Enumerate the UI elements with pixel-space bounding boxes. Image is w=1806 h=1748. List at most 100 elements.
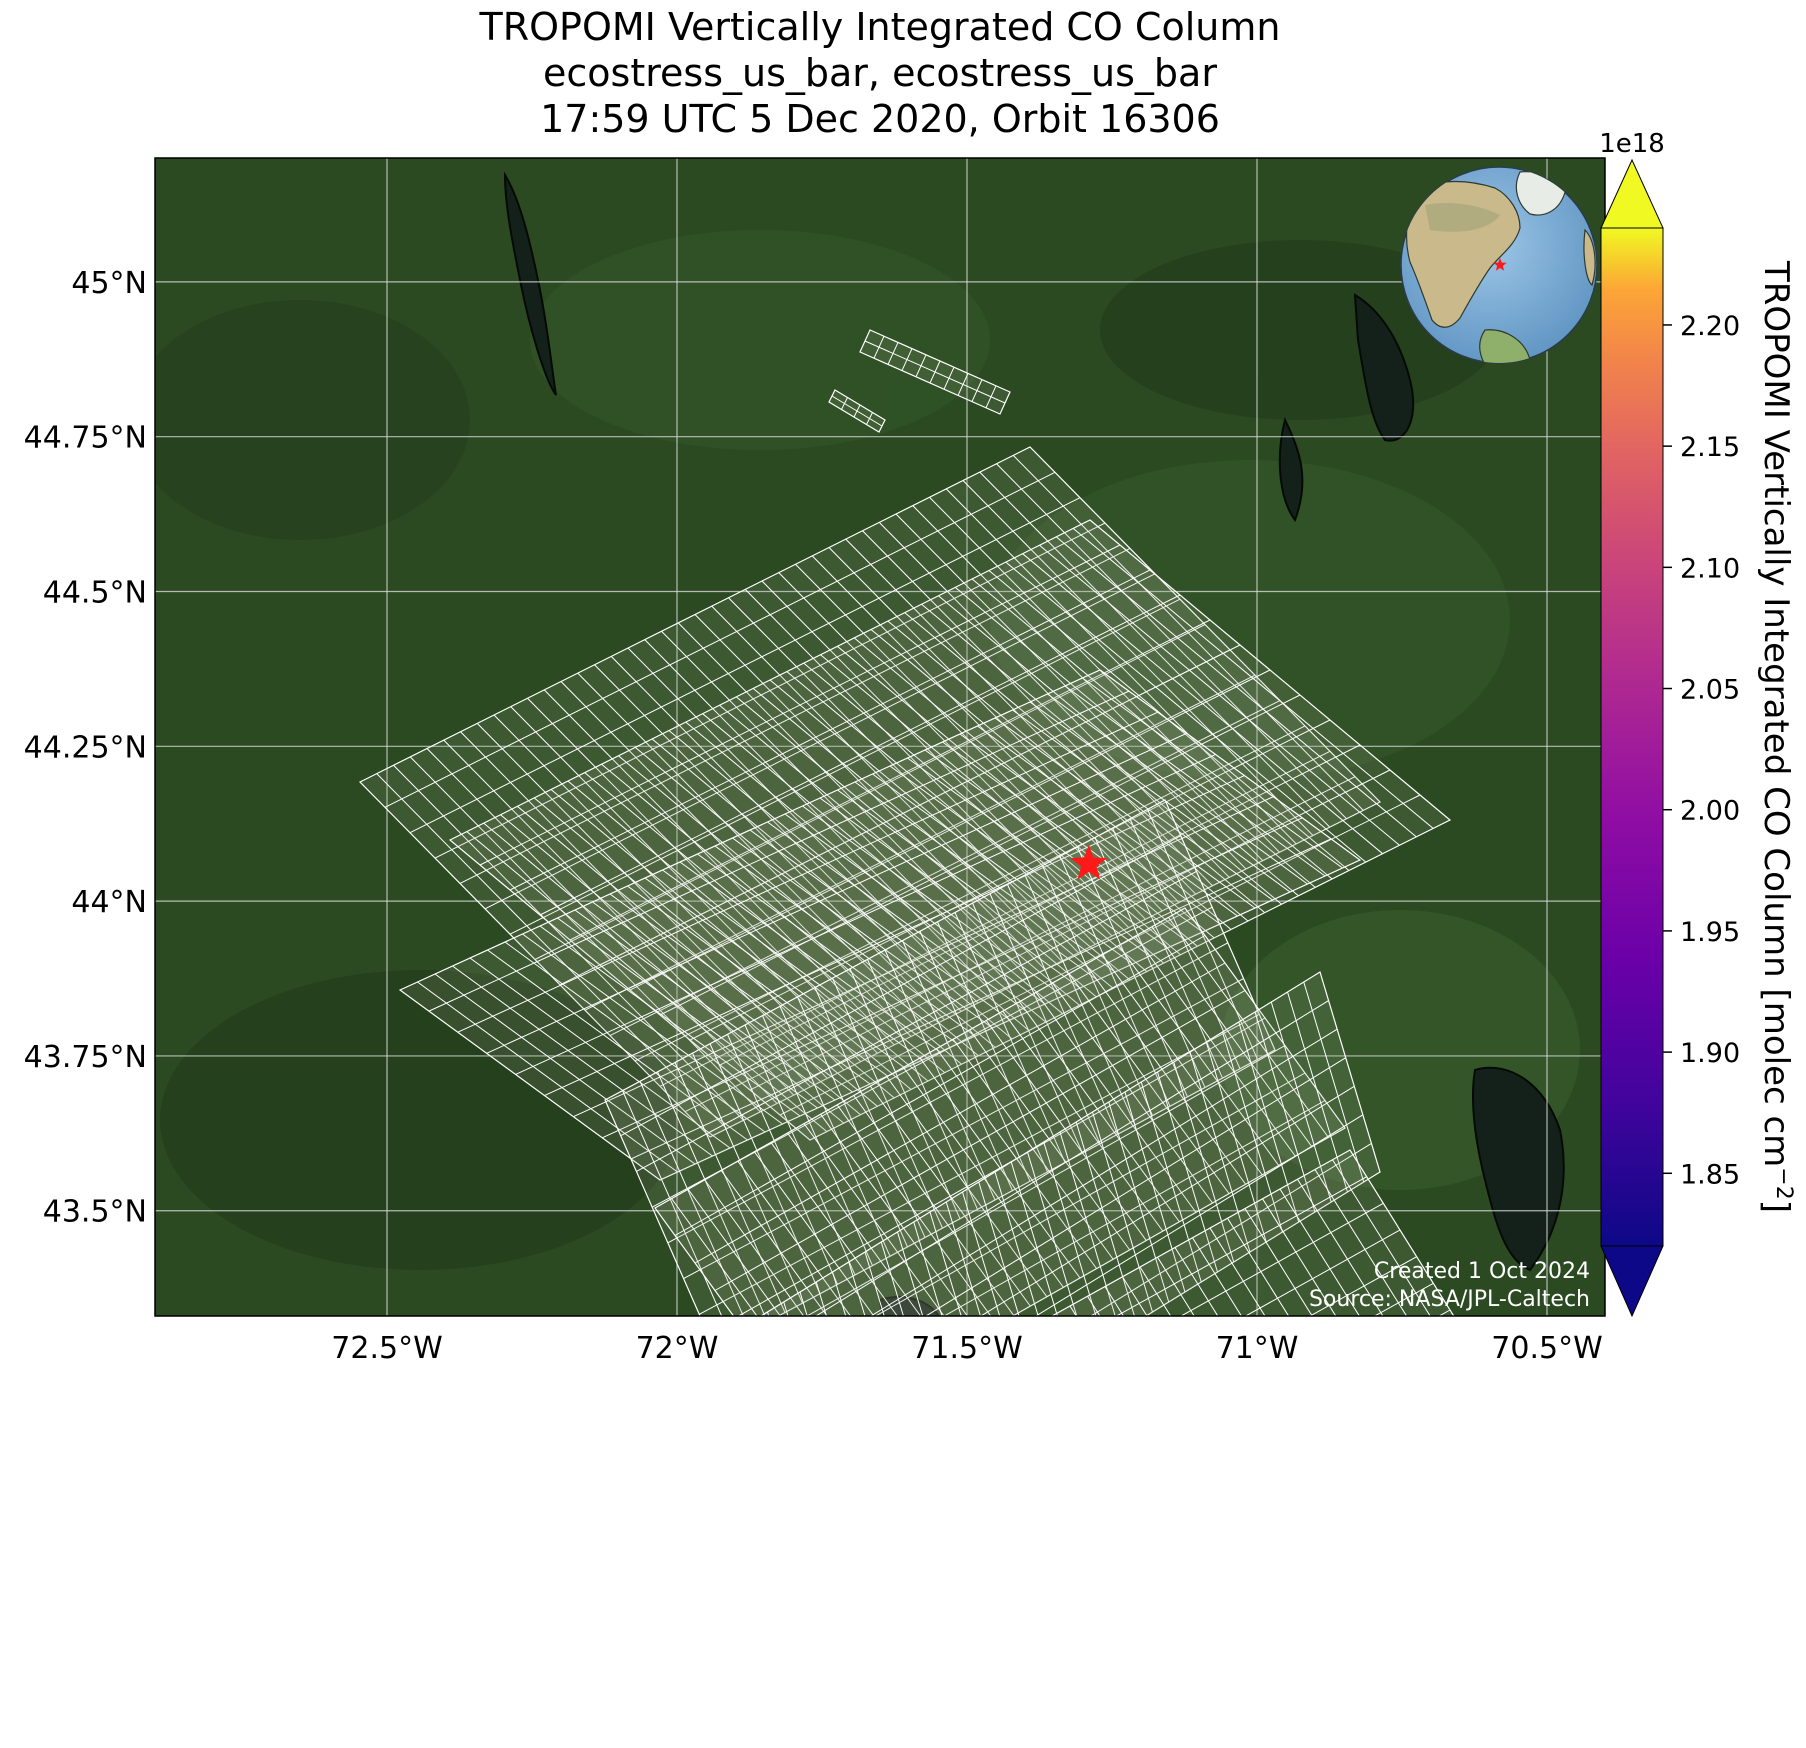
footprint-edge [880, 1241, 904, 1316]
footprint-edge [1052, 1315, 1054, 1316]
footprint-edge [1059, 1131, 1116, 1316]
footprint-edge [1059, 856, 1171, 1107]
footprint-edge [479, 544, 1121, 866]
colorbar-tick-label: 2.20 [1680, 311, 1740, 342]
footprint-edge [872, 773, 1133, 965]
footprint-edge [878, 1413, 1028, 1653]
lat-tick-label: 44.5°N [43, 575, 147, 610]
footprint-edge [459, 547, 1131, 884]
footprint-edge [1104, 1286, 1125, 1316]
footprint-edge [735, 1332, 795, 1532]
footprint-edge [703, 1352, 763, 1552]
target-site-star-icon [1070, 844, 1108, 880]
footprint-edge [1270, 1001, 1332, 1203]
footprint-edge [709, 1043, 821, 1294]
footprint-edge [989, 893, 1101, 1144]
footprint-edge [942, 741, 1203, 933]
south-america-landmass [1479, 329, 1531, 363]
footprint-edge [384, 471, 1056, 808]
footprint-edge [806, 1045, 1286, 1316]
footprint-outline [654, 907, 1346, 1316]
footprint-edge [1010, 1161, 1058, 1316]
footprint-edge [685, 1521, 835, 1748]
footprint-edge [902, 940, 1013, 1191]
footprint-edge [797, 996, 908, 1248]
footprint-edge [1140, 1081, 1202, 1283]
footprint-edge [1035, 1326, 1185, 1566]
footprint-edge [977, 725, 1238, 917]
footprint-edge [994, 717, 1256, 909]
footprint-edge [874, 1072, 1306, 1316]
footprint-edge [457, 711, 1158, 1033]
footprint-edge [889, 765, 1151, 957]
footprint-edge [864, 1251, 885, 1316]
footprint-edge [1043, 1141, 1097, 1316]
lake-rangeley [1278, 417, 1304, 523]
footprint-edge [417, 981, 678, 1173]
footprint-edge [815, 1000, 1329, 1316]
footprint-edge [627, 885, 888, 1077]
footprint-edge [1029, 701, 1291, 893]
footprint-edge [1090, 1143, 1372, 1316]
footprint-edge [452, 965, 713, 1157]
footprint-edge [930, 1384, 1080, 1624]
footprint-edge [657, 1071, 766, 1316]
footprint-edge [620, 835, 1181, 1137]
footprint-edge [592, 901, 853, 1093]
footprint-edge [779, 794, 1421, 1116]
footprint-edge [1147, 809, 1258, 1060]
footprint-edge [767, 1311, 770, 1316]
footprint-edge [802, 805, 1063, 997]
footprint-edge [703, 1511, 853, 1748]
footprint-edge [434, 973, 696, 1165]
footprint-edge [714, 845, 976, 1037]
footprint-edge [1209, 1227, 1266, 1316]
footprint-edge [409, 497, 1081, 834]
footprint-edge [1244, 1229, 1401, 1316]
footprint-edge [825, 1443, 975, 1683]
footprint-edge [539, 925, 801, 1117]
footprint-edge [799, 1291, 808, 1316]
footprint-edge [1092, 1111, 1153, 1313]
footprint-edge [751, 1322, 811, 1522]
title-line-1: TROPOMI Vertically Integrated CO Column [479, 5, 1281, 49]
footprint-edge [515, 753, 1216, 1075]
footprint-edge [849, 968, 961, 1219]
footprint-edge [1244, 1208, 1313, 1316]
footprint-edge [694, 962, 1226, 1264]
footprint-edge [814, 987, 926, 1238]
footprint-edge [983, 1355, 1133, 1595]
footprint-edge [837, 789, 1098, 981]
footprint-edge [1035, 1114, 1364, 1316]
footprint-edge [630, 838, 1332, 1160]
europe-africa-landmass [1583, 228, 1596, 287]
colorbar-extend-bottom [1600, 1245, 1664, 1318]
footprint-edge [1192, 1237, 1242, 1316]
footprint-edge [1047, 693, 1308, 885]
footprint-edge [1075, 1121, 1135, 1316]
colorbar: 1e18 1.85 1.90 1.95 2.00 2.05 2.10 2.15 2.20 TR… [1599, 129, 1797, 1318]
footprint-edge [602, 817, 1303, 1139]
footprint-edge [662, 869, 923, 1061]
lat-tick-label: 45°N [71, 266, 147, 301]
footprint-edge [864, 340, 1006, 404]
footprint-edge [1287, 991, 1348, 1193]
footprint-edge [924, 749, 1186, 941]
colorbar-tick-label: 1.85 [1680, 1159, 1740, 1190]
footprint-edge [668, 1530, 818, 1748]
colorbar-tick-label: 1.90 [1680, 1038, 1740, 1069]
colorbar-label-end: ] [1756, 1200, 1796, 1213]
footprint-edge [434, 522, 1106, 859]
lat-tick-label: 44°N [71, 885, 147, 920]
footprint-edge [954, 912, 1066, 1163]
footprint-edge [994, 1171, 1039, 1316]
colorbar-label: TROPOMI Vertically Integrated CO Column … [1756, 260, 1797, 1213]
lat-tick-label: 44.75°N [24, 421, 147, 456]
colorbar-extend-top [1600, 158, 1664, 229]
footprint-edge [469, 957, 731, 1149]
footprint-edge [569, 619, 1211, 941]
footprint-edge [1262, 1198, 1337, 1316]
footprint-edge [1180, 1202, 1384, 1316]
footprint-edge [783, 1301, 789, 1316]
footprint-edge [720, 1501, 870, 1741]
